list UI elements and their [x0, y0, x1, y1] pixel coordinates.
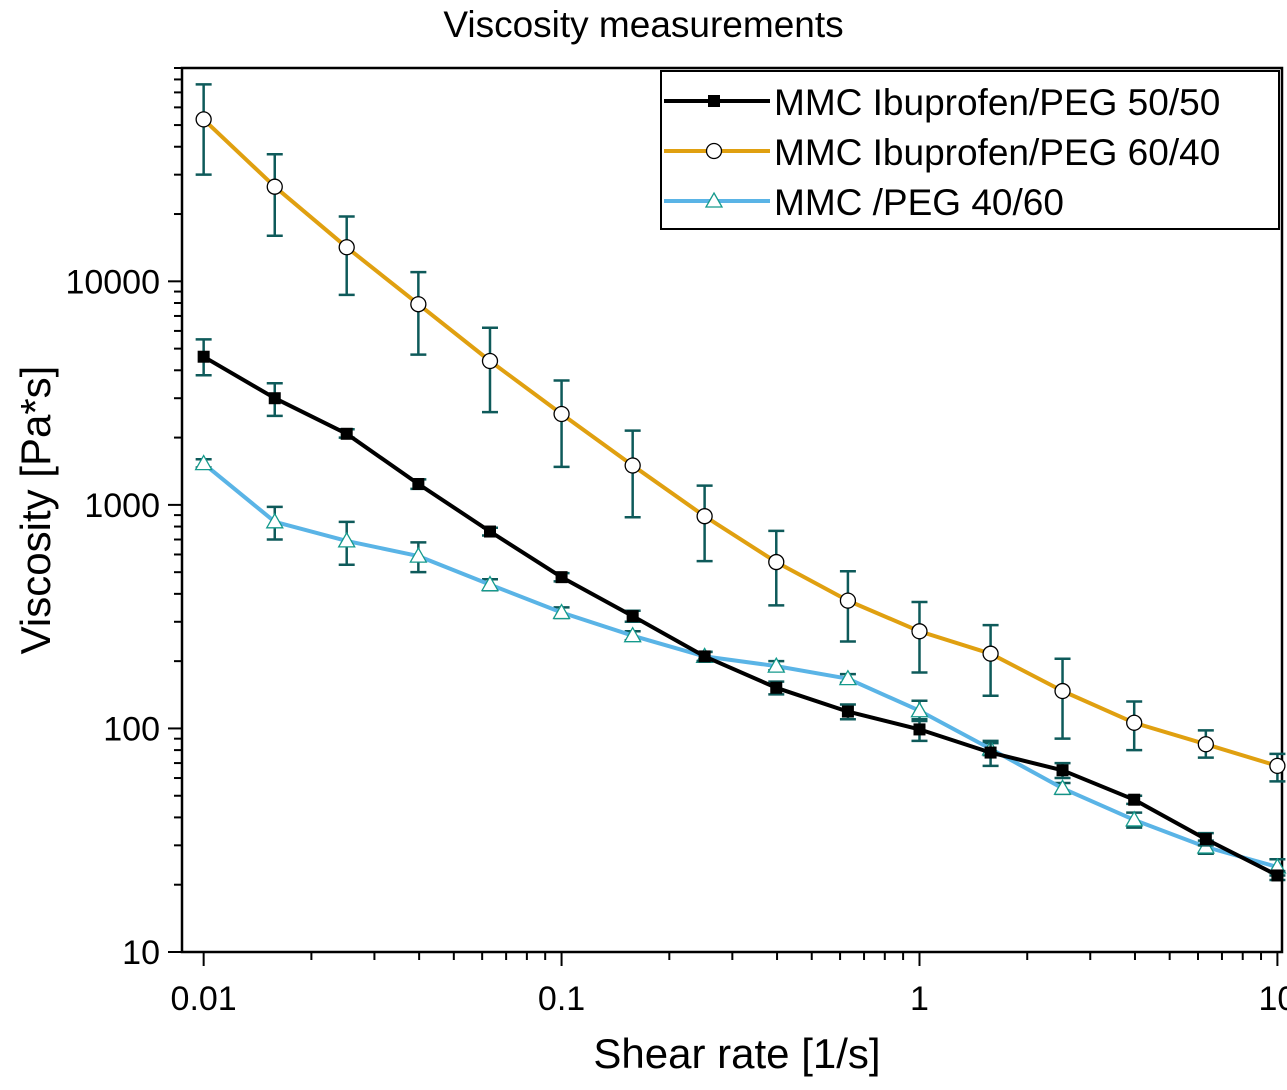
x-axis-label: Shear rate [1/s] — [593, 1030, 881, 1077]
data-point — [1125, 810, 1144, 827]
legend-label-series-1: MMC Ibuprofen/PEG 50/50 — [774, 82, 1221, 123]
data-point — [338, 239, 355, 256]
data-point — [911, 623, 928, 640]
y-tick-label: 10 — [122, 934, 160, 972]
data-point — [1054, 682, 1071, 700]
data-point — [1199, 833, 1212, 846]
data-point — [197, 350, 210, 363]
legend-marker — [708, 95, 720, 107]
error-bar — [553, 379, 570, 469]
data-point — [910, 701, 929, 718]
y-tick-label: 100 — [103, 710, 160, 748]
data-point — [481, 352, 499, 370]
data-point — [195, 111, 212, 128]
data-point — [266, 178, 283, 195]
data-point — [623, 626, 642, 643]
error-bar — [338, 215, 355, 297]
data-point — [1269, 757, 1286, 775]
data-point — [340, 427, 353, 440]
data-point — [1053, 778, 1072, 795]
data-point — [841, 705, 854, 718]
data-point — [839, 592, 857, 609]
data-point — [194, 454, 213, 471]
y-axis-label: Viscosity [Pa*s] — [12, 365, 59, 655]
data-point — [553, 405, 570, 423]
data-point — [696, 508, 713, 525]
data-point — [984, 746, 997, 759]
legend-label-series-3: MMC /PEG 40/60 — [774, 182, 1064, 223]
data-point — [1271, 869, 1284, 882]
series-3 — [194, 454, 1287, 877]
data-point — [698, 650, 711, 663]
x-tick-label: 0.01 — [171, 980, 237, 1018]
chart-legend: MMC Ibuprofen/PEG 50/50 MMC Ibuprofen/PE… — [660, 70, 1280, 230]
data-point — [480, 575, 500, 592]
data-point — [768, 553, 785, 571]
error-bar — [481, 326, 498, 414]
error-bar — [195, 83, 212, 176]
error-bar — [266, 153, 283, 237]
series-2 — [195, 83, 1286, 783]
data-point — [770, 681, 783, 694]
series-1 — [195, 338, 1286, 882]
data-point — [265, 512, 284, 529]
legend-swatch-series-2 — [664, 142, 770, 160]
error-bar — [410, 270, 427, 356]
x-tick-label: 10 — [1258, 980, 1287, 1018]
data-point — [913, 723, 926, 736]
data-point — [412, 478, 425, 491]
legend-label-series-2: MMC Ibuprofen/PEG 60/40 — [774, 132, 1221, 173]
data-point — [767, 656, 786, 673]
data-point — [409, 546, 428, 563]
legend-marker — [704, 191, 724, 208]
y-tick-label: 1000 — [84, 487, 160, 525]
legend-marker — [705, 142, 723, 160]
data-point — [337, 531, 356, 548]
legend-swatch-series-1 — [664, 95, 770, 107]
data-point — [268, 392, 281, 405]
data-point — [552, 603, 571, 620]
legend-item-series-1: MMC Ibuprofen/PEG 50/50 — [662, 76, 1278, 126]
data-point — [626, 610, 639, 623]
series-line — [202, 117, 1278, 768]
legend-item-series-3: MMC /PEG 40/60 — [662, 176, 1278, 226]
data-point — [838, 669, 858, 686]
data-point — [1126, 714, 1143, 731]
data-point — [1056, 764, 1069, 777]
legend-item-series-2: MMC Ibuprofen/PEG 60/40 — [662, 126, 1278, 176]
data-point — [555, 571, 568, 584]
data-point — [1197, 736, 1214, 753]
data-point — [1128, 793, 1141, 806]
y-tick-label: 10000 — [65, 263, 160, 301]
data-point — [483, 525, 496, 538]
x-tick-label: 1 — [910, 980, 929, 1018]
x-tick-label: 0.1 — [538, 980, 585, 1018]
data-point — [982, 645, 999, 662]
error-bar — [624, 429, 641, 519]
series-line — [202, 354, 1279, 878]
legend-swatch-series-3 — [664, 191, 770, 208]
data-point — [410, 296, 427, 313]
chart-title: Viscosity measurements — [443, 4, 844, 45]
data-point — [624, 457, 641, 474]
series-line — [202, 462, 1278, 869]
